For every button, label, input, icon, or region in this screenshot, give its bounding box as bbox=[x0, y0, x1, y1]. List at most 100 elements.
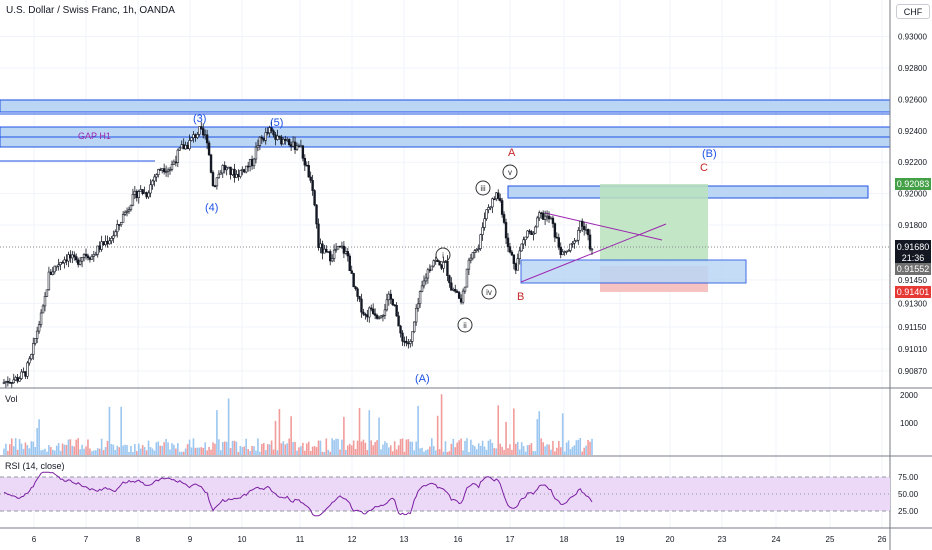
price-candles[interactable] bbox=[2, 121, 594, 389]
candle bbox=[360, 293, 363, 318]
candle bbox=[209, 153, 213, 174]
candle bbox=[385, 293, 389, 312]
volume-bar bbox=[63, 444, 66, 455]
volume-bar bbox=[581, 451, 584, 455]
candle bbox=[364, 312, 367, 320]
candle bbox=[225, 165, 228, 176]
candle bbox=[469, 253, 473, 264]
svg-text:0.91680: 0.91680 bbox=[897, 242, 930, 252]
candle bbox=[327, 251, 330, 254]
price-tick-7: 0.91450 bbox=[898, 276, 927, 285]
volume-bar bbox=[401, 438, 404, 455]
candle bbox=[250, 155, 254, 170]
candle bbox=[196, 131, 199, 140]
volume-bar bbox=[305, 443, 308, 455]
stop-price-tag bbox=[895, 286, 931, 298]
candle bbox=[223, 161, 226, 174]
candle bbox=[12, 373, 15, 384]
candle bbox=[581, 218, 584, 232]
volume-bar bbox=[327, 449, 330, 455]
candle bbox=[424, 273, 428, 285]
candle bbox=[559, 242, 562, 259]
candle bbox=[162, 163, 166, 175]
candle bbox=[362, 308, 365, 316]
candle bbox=[82, 253, 86, 262]
volume-bar bbox=[587, 440, 589, 455]
volume-bar bbox=[118, 447, 121, 455]
volume-bar bbox=[276, 450, 279, 455]
volume-bar bbox=[302, 442, 304, 455]
target-zone[interactable] bbox=[600, 184, 708, 262]
triangle-pattern[interactable] bbox=[520, 212, 667, 283]
candle bbox=[565, 250, 568, 255]
volume-bar bbox=[417, 405, 419, 455]
time-tick-8: 8 bbox=[136, 535, 141, 544]
candle bbox=[352, 272, 355, 288]
candle bbox=[219, 169, 223, 175]
candle bbox=[73, 251, 76, 261]
candle bbox=[118, 223, 121, 231]
volume-bar bbox=[458, 440, 460, 455]
volume-bar bbox=[206, 450, 208, 455]
volume-bar bbox=[16, 449, 19, 455]
candle bbox=[121, 211, 125, 223]
candle bbox=[98, 241, 101, 253]
volume-bar bbox=[591, 438, 593, 455]
volume-bar bbox=[372, 445, 374, 455]
candle bbox=[315, 204, 318, 229]
time-axis[interactable]: 6 7 8 9 10 11 12 13 16 17 18 19 20 23 24 25 26 bbox=[32, 535, 887, 544]
volume-bar bbox=[585, 445, 587, 455]
demand-zone[interactable] bbox=[520, 259, 747, 284]
candle bbox=[65, 254, 68, 266]
candle bbox=[94, 251, 97, 256]
candle bbox=[440, 263, 443, 271]
volume-bar bbox=[186, 444, 189, 455]
volume-bar bbox=[304, 450, 306, 455]
candle bbox=[243, 168, 246, 174]
volume-bar bbox=[190, 447, 193, 455]
entry-price-tag bbox=[895, 263, 931, 275]
candle bbox=[461, 288, 465, 305]
volume-bar bbox=[466, 438, 468, 455]
rsi-tick-1: 50.00 bbox=[898, 490, 919, 499]
volume-bar bbox=[157, 441, 160, 455]
volume-bar bbox=[559, 447, 562, 455]
volume-bar bbox=[393, 441, 396, 455]
volume-bar bbox=[53, 450, 56, 455]
rsi-tick-2: 25.00 bbox=[898, 507, 919, 516]
candle bbox=[221, 164, 224, 178]
volume-bar bbox=[345, 449, 347, 455]
candle bbox=[174, 155, 178, 167]
candle bbox=[502, 211, 506, 225]
volume-bar bbox=[134, 444, 136, 455]
wave-ii-label: ii bbox=[457, 317, 473, 333]
candle bbox=[342, 241, 346, 258]
volume-bar bbox=[436, 415, 439, 455]
candle bbox=[334, 242, 338, 253]
candle bbox=[426, 267, 430, 284]
volume-bar bbox=[421, 447, 423, 455]
currency-button[interactable]: CHF bbox=[896, 4, 930, 19]
supply-zones[interactable] bbox=[0, 99, 891, 292]
candle bbox=[370, 304, 373, 312]
volume-bar bbox=[489, 439, 492, 455]
volume-bar bbox=[34, 446, 37, 455]
volume-bar bbox=[10, 438, 13, 455]
volume-bar bbox=[77, 438, 79, 455]
volume-bar bbox=[9, 444, 11, 455]
supply-zone-upper[interactable] bbox=[0, 99, 891, 113]
volume-tick-1: 1000 bbox=[900, 419, 918, 428]
candle bbox=[164, 165, 168, 177]
candle bbox=[465, 268, 469, 288]
volume-bar bbox=[427, 449, 429, 455]
candle bbox=[61, 260, 64, 264]
time-tick-18: 18 bbox=[560, 535, 569, 544]
volume-bar bbox=[442, 451, 445, 455]
volume-bar bbox=[177, 443, 179, 455]
candle bbox=[450, 277, 453, 291]
price-axis[interactable]: 0.93000 0.92800 0.92600 0.92400 0.92200 0.920… bbox=[898, 33, 927, 376]
volume-bar bbox=[155, 442, 158, 455]
candle bbox=[108, 237, 111, 245]
candle bbox=[57, 258, 60, 271]
